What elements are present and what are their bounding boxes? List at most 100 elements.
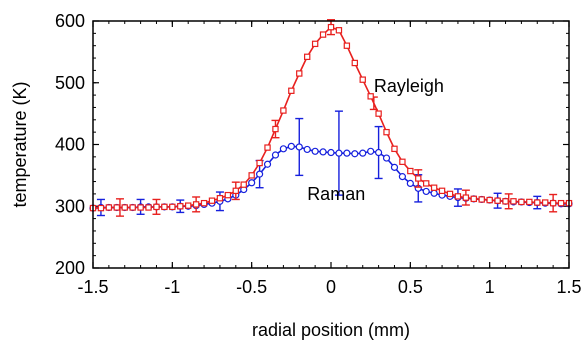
annotation-raman: Raman (307, 184, 365, 204)
raman-point (422, 187, 430, 196)
rayleigh-point (296, 70, 303, 77)
y-tick-label: 600 (55, 11, 85, 31)
rayleigh-point (399, 158, 406, 165)
plot-frame (92, 20, 570, 269)
rayleigh-point (192, 201, 200, 208)
rayleigh-point (518, 198, 525, 206)
rayleigh-point (121, 204, 128, 211)
raman-point (327, 148, 335, 157)
raman-point (382, 154, 391, 162)
rayleigh-point (375, 110, 382, 117)
rayleigh-point (502, 198, 509, 205)
series-layer (89, 19, 573, 217)
rayleigh-point (534, 199, 541, 206)
rayleigh-point (145, 204, 152, 211)
rayleigh-point (280, 107, 287, 114)
rayleigh-point (446, 190, 454, 198)
rayleigh-point (216, 195, 224, 202)
raman-point (406, 179, 414, 188)
rayleigh-point (391, 145, 398, 153)
x-tick-label: -1 (164, 277, 180, 297)
rayleigh-point (510, 198, 517, 205)
rayleigh-point (343, 42, 351, 49)
y-axis-ticks: 200 300 400 500 600 (55, 11, 569, 278)
raman-point (351, 150, 359, 158)
raman-point (398, 173, 406, 181)
rayleigh-point (153, 203, 160, 211)
rayleigh-point (288, 87, 295, 94)
raman-point (248, 179, 256, 187)
rayleigh-point (129, 204, 136, 211)
raman-point (375, 148, 383, 157)
rayleigh-point (264, 144, 271, 151)
rayleigh-point (430, 184, 438, 191)
annotations: Rayleigh Raman (307, 76, 444, 204)
y-axis-label: temperature (K) (10, 81, 30, 207)
x-axis-label: radial position (mm) (252, 320, 410, 340)
x-tick-label: -1.5 (77, 277, 108, 297)
raman-point (311, 147, 319, 155)
raman-point (287, 142, 295, 150)
raman-point (367, 147, 375, 155)
rayleigh-point (541, 199, 549, 206)
rayleigh-point (486, 196, 493, 204)
rayleigh-point (383, 128, 390, 136)
y-tick-label: 300 (55, 196, 85, 216)
raman-point (343, 149, 351, 157)
rayleigh-point (526, 198, 533, 206)
rayleigh-point (304, 53, 311, 61)
x-tick-label: 0.5 (398, 277, 423, 297)
rayleigh-point (462, 194, 470, 201)
rayleigh-point (549, 199, 557, 207)
raman-point (303, 145, 311, 154)
rayleigh-point (327, 23, 335, 31)
rayleigh-point (415, 175, 422, 182)
rayleigh-point (240, 181, 247, 188)
rayleigh-point (232, 187, 239, 195)
rayleigh-point (454, 193, 462, 200)
raman-point (271, 151, 280, 159)
x-tick-label: -0.5 (236, 277, 267, 297)
rayleigh-point (470, 195, 478, 203)
rayleigh-point (200, 199, 208, 207)
rayleigh-point (113, 204, 120, 211)
rayleigh-point (478, 196, 485, 203)
rayleigh-point (256, 159, 263, 167)
rayleigh-point (438, 187, 446, 195)
rayleigh-point (359, 76, 366, 83)
rayleigh-point (185, 202, 192, 209)
raman-point (319, 148, 327, 156)
raman-point (263, 160, 272, 168)
series-rayleigh (89, 19, 573, 217)
rayleigh-point (311, 40, 319, 48)
rayleigh-point (137, 204, 144, 211)
rayleigh-point (367, 93, 374, 100)
rayleigh-point (335, 27, 343, 34)
rayleigh-point (351, 59, 359, 67)
rayleigh-point (208, 197, 216, 204)
raman-point (359, 149, 367, 157)
raman-point (295, 143, 303, 151)
rayleigh-point (105, 204, 113, 211)
rayleigh-point (407, 167, 414, 175)
x-tick-label: 1.5 (556, 277, 581, 297)
raman-point (256, 170, 264, 178)
rayleigh-point (494, 197, 501, 204)
rayleigh-point (177, 203, 184, 210)
raman-point (279, 145, 287, 153)
rayleigh-point (169, 203, 176, 211)
rayleigh-point (423, 180, 430, 187)
rayleigh-point (248, 172, 255, 179)
rayleigh-point (272, 125, 279, 133)
raman-point (335, 149, 343, 157)
annotation-rayleigh: Rayleigh (374, 76, 444, 96)
raman-point (390, 163, 399, 171)
x-tick-label: 0 (326, 277, 336, 297)
y-tick-label: 500 (55, 73, 85, 93)
raman-point (430, 189, 438, 197)
rayleigh-point (97, 204, 105, 212)
rayleigh-point (557, 199, 565, 207)
y-tick-label: 200 (55, 258, 85, 278)
